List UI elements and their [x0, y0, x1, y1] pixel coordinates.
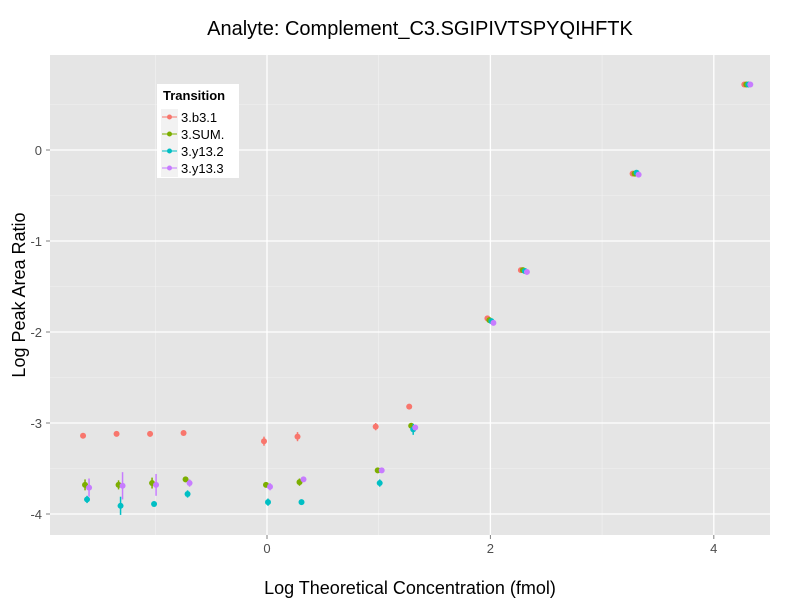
data-point — [261, 438, 267, 445]
data-point — [151, 500, 158, 507]
y-tick-label: -4 — [30, 507, 42, 522]
data-point — [80, 432, 87, 439]
data-point — [184, 490, 191, 497]
data-point — [376, 480, 383, 487]
data-point — [372, 423, 379, 430]
data-point — [119, 482, 126, 489]
legend-title: Transition — [163, 88, 225, 103]
data-point — [84, 496, 91, 503]
data-point — [300, 476, 307, 483]
data-point — [747, 81, 754, 88]
data-point — [86, 484, 93, 491]
legend-label: 3.y13.3 — [181, 161, 224, 176]
data-point — [180, 430, 187, 437]
legend: Transition 3.b3.1 3.SUM. 3.y13.2 3.y13.3 — [157, 84, 239, 178]
data-point — [267, 483, 273, 490]
data-point — [406, 403, 413, 410]
legend-key-point — [167, 114, 172, 120]
data-point — [523, 268, 530, 275]
data-point — [298, 499, 305, 506]
legend-label: 3.b3.1 — [181, 110, 217, 125]
y-tick-label: -3 — [30, 416, 42, 431]
data-point — [147, 430, 154, 437]
y-tick-label: -1 — [30, 234, 42, 249]
x-tick-label: 0 — [263, 541, 270, 556]
x-axis-label: Log Theoretical Concentration (fmol) — [264, 578, 556, 598]
x-tick-label: 4 — [710, 541, 717, 556]
data-point — [490, 319, 497, 326]
chart-title: Analyte: Complement_C3.SGIPIVTSPYQIHFTK — [207, 18, 633, 40]
data-point — [153, 481, 160, 488]
legend-key-point — [167, 165, 172, 171]
data-point — [412, 424, 419, 431]
legend-key-point — [167, 148, 172, 154]
data-point — [378, 467, 385, 474]
data-point — [265, 499, 271, 506]
data-point — [117, 502, 124, 509]
y-tick-label: 0 — [35, 143, 42, 158]
data-point — [635, 171, 642, 178]
legend-label: 3.SUM. — [181, 127, 224, 142]
x-tick-label: 2 — [487, 541, 494, 556]
data-point — [113, 430, 120, 437]
series-3.y13.3 — [86, 81, 754, 500]
legend-key-point — [167, 131, 172, 137]
data-point — [294, 433, 301, 440]
data-point — [186, 480, 193, 487]
y-axis-label: Log Peak Area Ratio — [9, 212, 29, 377]
y-tick-label: -2 — [30, 325, 42, 340]
data-point — [182, 476, 189, 483]
legend-label: 3.y13.2 — [181, 144, 224, 159]
